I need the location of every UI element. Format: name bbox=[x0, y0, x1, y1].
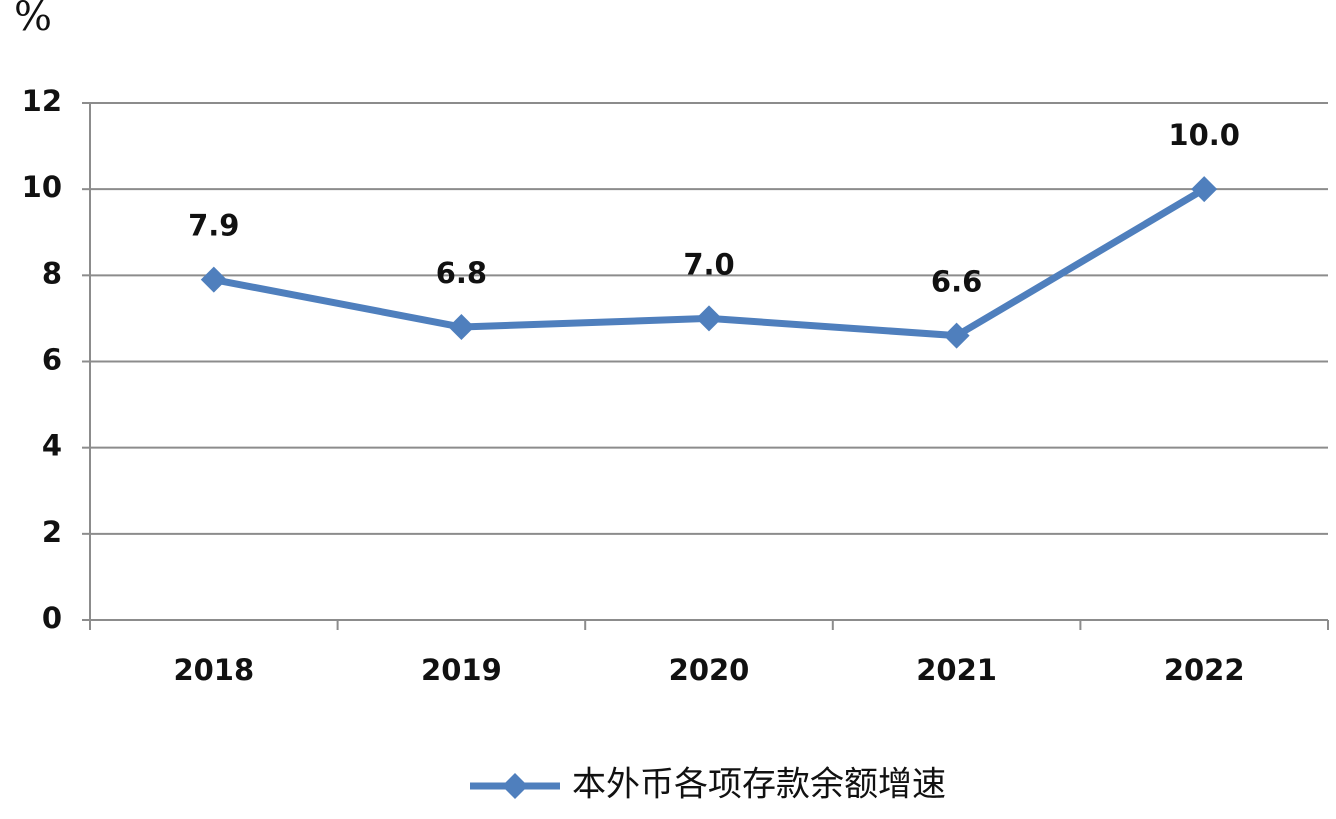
y-tick-label: 2 bbox=[42, 515, 62, 549]
data-point bbox=[943, 322, 970, 349]
y-tick-label: 6 bbox=[42, 343, 62, 377]
data-point bbox=[200, 266, 227, 293]
data-point bbox=[696, 305, 722, 332]
legend-label: 本外币各项存款余额增速 bbox=[572, 765, 946, 805]
x-tick-label: 2020 bbox=[669, 653, 750, 687]
data-label: 7.0 bbox=[683, 247, 734, 281]
y-tick-label: 10 bbox=[22, 170, 62, 204]
data-point bbox=[1191, 176, 1218, 203]
data-label: 6.8 bbox=[436, 256, 487, 290]
x-tick-label: 2021 bbox=[916, 653, 997, 687]
y-tick-label: 0 bbox=[42, 601, 62, 635]
x-tick-label: 2019 bbox=[421, 653, 502, 687]
data-label: 6.6 bbox=[931, 265, 982, 299]
data-label: 10.0 bbox=[1168, 118, 1240, 152]
y-tick-label: 12 bbox=[22, 84, 62, 118]
y-axis-unit: % bbox=[14, 0, 52, 40]
y-tick-label: 8 bbox=[42, 256, 62, 290]
legend-marker bbox=[502, 773, 528, 799]
x-tick-label: 2022 bbox=[1164, 653, 1245, 687]
x-tick-label: 2018 bbox=[173, 653, 254, 687]
data-point bbox=[448, 314, 475, 341]
data-label: 7.9 bbox=[188, 209, 239, 243]
y-tick-label: 4 bbox=[42, 429, 62, 463]
